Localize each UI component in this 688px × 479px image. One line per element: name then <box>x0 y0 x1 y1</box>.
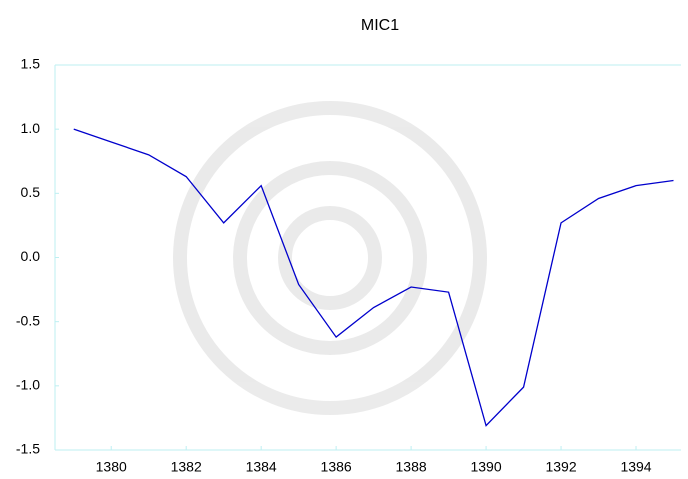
y-tick-label: 1.0 <box>21 120 41 136</box>
x-tick-label: 1380 <box>96 459 127 475</box>
x-tick-label: 1394 <box>620 459 651 475</box>
x-tick-label: 1386 <box>321 459 352 475</box>
y-tick-label: -1.5 <box>16 441 40 457</box>
x-tick-label: 1392 <box>545 459 576 475</box>
y-tick-label: 0.0 <box>21 248 41 264</box>
x-tick-label: 1382 <box>171 459 202 475</box>
watermark <box>173 101 487 415</box>
data-line <box>73 128 674 427</box>
x-tick-label: 1388 <box>396 459 427 475</box>
y-tick-label: 1.5 <box>21 56 41 72</box>
x-tick-label: 1390 <box>470 459 501 475</box>
y-tick-label: 0.5 <box>21 184 41 200</box>
y-tick-label: -1.0 <box>16 377 40 393</box>
x-tick-label: 1384 <box>246 459 277 475</box>
y-tick-label: -0.5 <box>16 312 40 328</box>
chart-title: MIC1 <box>361 17 399 34</box>
